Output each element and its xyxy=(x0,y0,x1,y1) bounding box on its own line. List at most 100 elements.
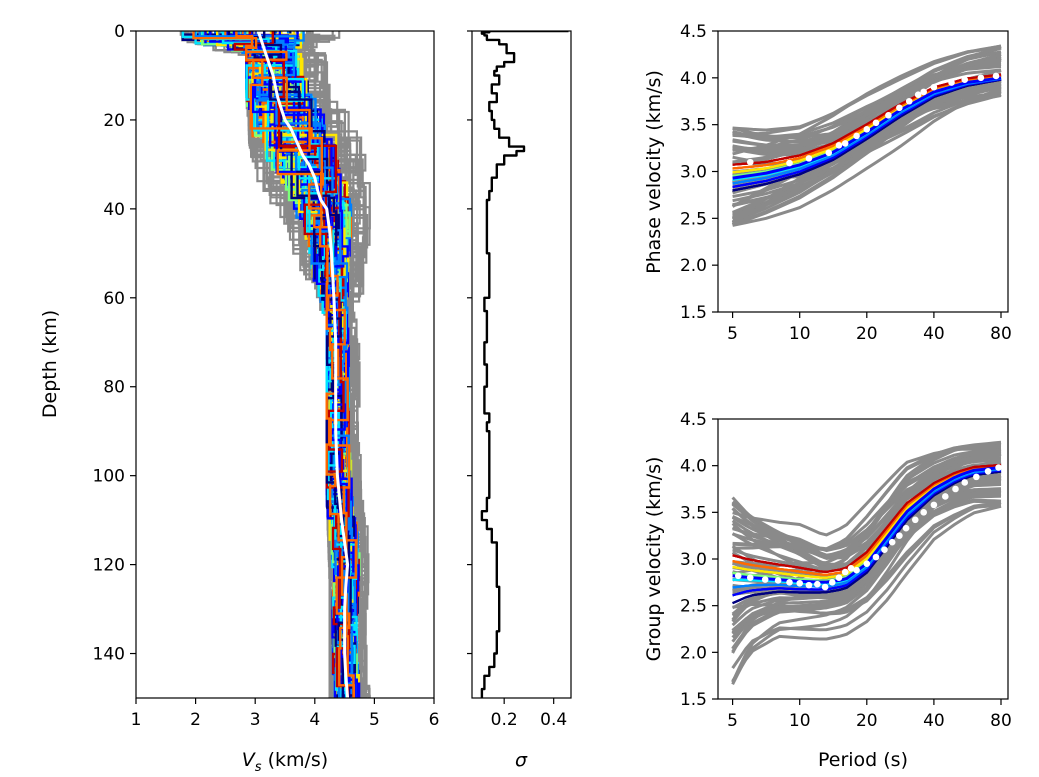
vs-ytick-label: 60 xyxy=(103,289,125,309)
group-observed-point xyxy=(881,546,888,553)
vs-ytick-label: 0 xyxy=(114,22,125,42)
phase-observed-point xyxy=(914,91,922,98)
phase-observed-point xyxy=(835,141,843,149)
phase-observed-point xyxy=(805,155,813,162)
group-ytick-label: 2.5 xyxy=(680,597,707,617)
phase-xtick-label: 10 xyxy=(789,324,811,344)
phase-plot-area xyxy=(731,44,1002,227)
group-ensemble-colored-curve xyxy=(732,464,1002,576)
group-ensemble-gray-curve xyxy=(732,447,1002,537)
sigma-xtick-label: 0.4 xyxy=(540,710,567,730)
vs-ytick-label: 120 xyxy=(93,556,125,576)
phase-ensemble-gray-curve xyxy=(732,87,1002,227)
phase-observed-point xyxy=(863,126,871,133)
group-observed-point xyxy=(942,493,949,500)
group-observed-point xyxy=(920,509,927,516)
phase-observed-point xyxy=(872,119,880,127)
vs-ytick-label: 80 xyxy=(103,378,125,398)
phase-ensemble-gray-curve xyxy=(732,57,1002,166)
phase-ensemble-colored-curve xyxy=(732,73,1002,166)
group-observed-point xyxy=(841,568,849,576)
vs-ytick-label: 20 xyxy=(103,111,125,131)
phase-observed-point xyxy=(905,97,913,105)
vs-ytick-label: 140 xyxy=(93,645,125,665)
group-xlabel: Period (s) xyxy=(818,749,908,771)
phase-observed-point xyxy=(977,74,985,82)
group-xtick-label: 40 xyxy=(923,711,945,731)
group-observed-point xyxy=(853,566,860,574)
group-observed-point xyxy=(796,579,803,587)
phase-ticks: 5 10 20 40 80 1.5 2.0 2.5 3.0 3.5 4.0 4.5 xyxy=(680,22,1012,344)
group-xtick-label: 20 xyxy=(856,711,878,731)
vs-xtick-label: 6 xyxy=(429,710,440,730)
group-ytick-label: 3.5 xyxy=(680,503,707,523)
phase-observed-point xyxy=(746,158,754,166)
sigma-xlabel: σ xyxy=(515,749,528,771)
group-ytick-label: 1.5 xyxy=(680,690,707,710)
group-ytick-label: 3.0 xyxy=(680,550,707,570)
vs-ylabel: Depth (km) xyxy=(39,310,61,418)
group-ensemble-gray-curve xyxy=(731,501,1002,669)
phase-ytick-label: 3.5 xyxy=(680,116,707,136)
phase-ytick-label: 2.5 xyxy=(680,209,707,229)
sigma-line xyxy=(480,31,569,698)
vs-xtick-label: 2 xyxy=(190,710,201,730)
group-ensemble-gray-curve xyxy=(731,504,1002,682)
group-observed-point xyxy=(828,579,836,586)
group-ensemble-colored-curve xyxy=(732,469,1002,597)
group-xtick-label: 5 xyxy=(727,711,738,731)
phase-observed-point xyxy=(948,79,955,86)
group-ensemble-colored-curve xyxy=(732,470,1002,605)
group-ticks: 5 10 20 40 80 1.5 2.0 2.5 3.0 3.5 4.0 4.5 xyxy=(680,410,1012,731)
phase-ytick-label: 4.5 xyxy=(680,22,707,42)
vs-xtick-label: 3 xyxy=(250,710,261,730)
group-observed-point xyxy=(746,574,754,581)
vs-ensemble-colored-model xyxy=(192,31,358,698)
group-ensemble-colored-curve xyxy=(732,468,1002,589)
phase-observed-point xyxy=(841,140,849,147)
vs-plot-area xyxy=(179,31,371,698)
phase-observed-point xyxy=(896,104,903,112)
group-observed-point xyxy=(930,501,938,509)
phase-velocity-panel: 5 10 20 40 80 1.5 2.0 2.5 3.0 3.5 4.0 4.5 Phase vel… xyxy=(643,22,1012,344)
phase-ylabel: Phase velocity (km/s) xyxy=(643,70,665,274)
sigma-frame xyxy=(471,30,572,699)
vs-xlabel: Vs (km/s) xyxy=(242,749,328,775)
group-observed-point xyxy=(734,572,742,580)
sigma-xtick-label: 0.2 xyxy=(491,710,518,730)
vs-mean-line xyxy=(256,31,350,698)
group-ensemble-gray-curve xyxy=(731,481,1002,635)
phase-observed-point xyxy=(825,149,833,157)
sigma-profile-panel: 0.2 0.4 σ xyxy=(467,30,572,771)
group-ensemble-gray-curve xyxy=(731,458,1002,560)
group-ytick-label: 4.5 xyxy=(680,410,707,430)
phase-ytick-label: 4.0 xyxy=(680,69,707,89)
group-observed-point xyxy=(847,565,855,572)
group-ensemble-gray-curve xyxy=(732,452,1002,571)
group-observed-point xyxy=(821,583,829,591)
vs-ensemble-colored-model xyxy=(235,31,355,698)
phase-xtick-label: 80 xyxy=(990,324,1012,344)
vs-xtick-label: 5 xyxy=(369,710,380,730)
phase-observed-point xyxy=(920,88,927,96)
group-observed-point xyxy=(896,532,903,539)
phase-observed-point xyxy=(885,112,892,119)
phase-ensemble-gray-curve xyxy=(732,68,1002,139)
group-observed-point xyxy=(872,553,880,561)
group-xtick-label: 10 xyxy=(789,711,811,731)
group-observed-point xyxy=(786,579,793,586)
phase-observed-point xyxy=(992,72,1000,80)
group-ytick-label: 4.0 xyxy=(680,457,707,477)
group-observed-point xyxy=(952,485,959,493)
group-ensemble-colored-curve xyxy=(732,465,1002,579)
vs-frame xyxy=(135,30,435,699)
phase-ensemble-gray-curve xyxy=(732,46,1002,156)
group-observed-point xyxy=(835,574,843,581)
group-observed-point xyxy=(888,538,896,546)
phase-ytick-label: 2.0 xyxy=(680,256,707,276)
vs-ytick-label: 100 xyxy=(93,467,125,487)
phase-ytick-label: 1.5 xyxy=(680,303,707,323)
